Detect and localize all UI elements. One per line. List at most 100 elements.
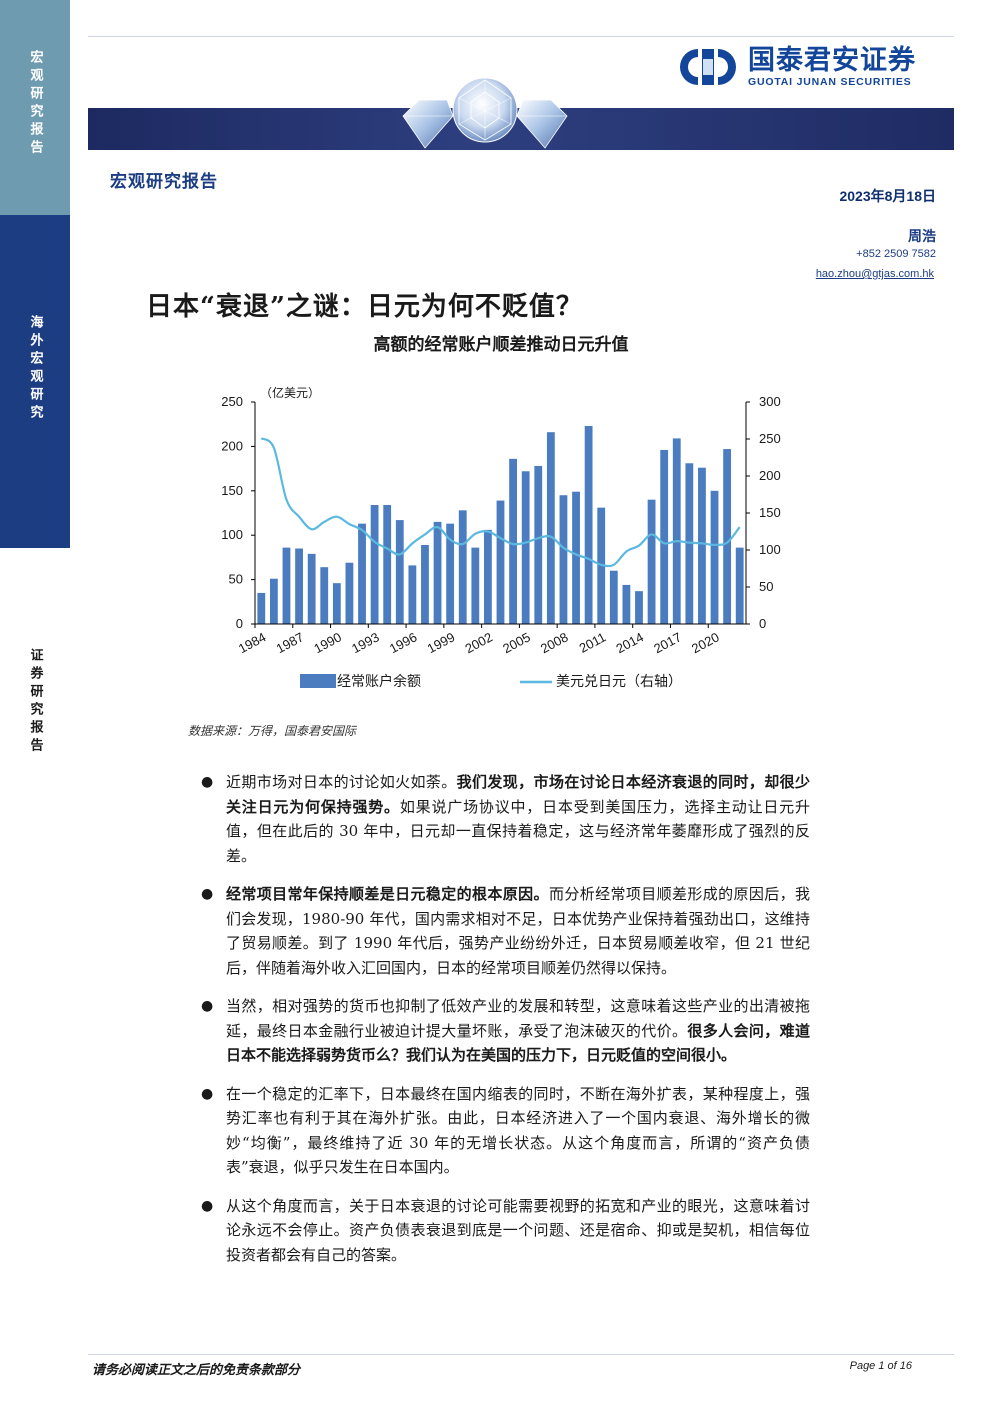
key-point-emphasis: 经常项目常年保持顺差是日元稳定的根本原因。 <box>226 885 549 903</box>
x-tick-label: 1984 <box>236 629 269 656</box>
bar-mark <box>433 521 442 624</box>
bullet-dot-icon: ● <box>201 1197 214 1214</box>
key-point-text: 而分析经常项目顺差形成的原因后，我们会发现，1980-90 年代，国内需求相对不… <box>226 885 810 977</box>
bar-mark <box>282 547 291 624</box>
bar-mark <box>647 499 656 624</box>
bar-mark <box>370 505 379 624</box>
bar-mark <box>383 505 392 624</box>
bar-mark <box>307 553 316 624</box>
bar-mark <box>320 567 329 624</box>
bar-mark <box>546 432 555 624</box>
author-name: 周浩 <box>908 229 936 245</box>
bar-mark <box>723 449 732 624</box>
right-tick-label: 250 <box>759 431 781 446</box>
chart-legend: 经常账户余额 美元兑日元（右轴） <box>300 673 682 690</box>
key-point-text: 当然，相对强势的货币也抑制了低效产业的发展和转型，这意味着这些产业的出清被拖延，… <box>226 997 810 1040</box>
right-tick-label: 200 <box>759 468 781 483</box>
current-account-chart: （亿美元） 0 50 100 150 200 250 0 50 100 150 200 250 300 1… <box>221 385 781 690</box>
right-tick-label: 300 <box>759 394 781 409</box>
x-tick-label: 1987 <box>274 629 307 656</box>
left-tick-label: 200 <box>221 438 243 453</box>
key-point-emphasis: 我们发现，市场在讨论日本经济衰退的同时，却很少关注日元为何保持强势。 <box>226 773 810 816</box>
left-tick-label: 100 <box>221 527 243 542</box>
logo-mark-icon <box>680 49 736 85</box>
legend-line-label: 美元兑日元（右轴） <box>556 674 682 690</box>
key-point: ● 当然，相对强势的货币也抑制了低效产业的发展和转型，这意味着这些产业的出清被拖延… <box>198 994 810 1068</box>
bar-mark <box>345 562 354 624</box>
line-series <box>260 437 741 568</box>
key-point-text: 如果说广场协议中，日本受到美国压力，选择主动让日元升值，但在此后的 30 年中，… <box>226 797 810 865</box>
side-tab-label: 海外宏观研究 <box>27 315 43 423</box>
bullet-dot-icon: ● <box>201 774 214 790</box>
bar-mark <box>609 570 618 624</box>
key-point-text: 从这个角度而言，关于日本衰退的讨论可能需要视野的拓宽和产业的眼光，这意味着讨论永… <box>226 1196 810 1264</box>
report-title: 日本“衰退”之谜：日元为何不贬值？ <box>146 292 583 322</box>
key-point: ● 近期市场对日本的讨论如火如荼。我们发现，市场在讨论日本经济衰退的同时，却很少关… <box>198 770 810 868</box>
bar-mark <box>735 547 744 624</box>
bullet-dot-icon: ● <box>201 886 214 902</box>
report-type: 宏观研究报告 <box>110 172 218 192</box>
key-points-list: ● 近期市场对日本的讨论如火如荼。我们发现，市场在讨论日本经济衰退的同时，却很少关… <box>198 770 810 1281</box>
bar-mark <box>521 471 530 624</box>
bar-mark <box>698 467 706 624</box>
bar-mark <box>534 465 543 624</box>
x-tick-label: 1993 <box>349 629 382 656</box>
chart-source-note: 数据来源：万得，国泰君安国际 <box>188 724 357 738</box>
x-tick-label: 2017 <box>651 629 684 656</box>
left-tick-label: 0 <box>236 616 243 631</box>
chart-unit-label: （亿美元） <box>260 385 320 400</box>
diamond-banner-image <box>402 77 568 149</box>
bar-mark <box>622 584 631 624</box>
bar-mark <box>710 490 719 624</box>
bar-mark <box>509 458 517 624</box>
legend-bar-swatch <box>300 674 336 688</box>
bar-mark <box>269 578 278 624</box>
bar-mark <box>484 529 492 624</box>
bullet-dot-icon: ● <box>201 1085 214 1102</box>
key-point: ● 在一个稳定的汇率下，日本最终在国内缩表的同时，不断在海外扩表，某种程度上，强势… <box>198 1082 810 1180</box>
bar-mark <box>408 565 417 624</box>
x-tick-label: 2020 <box>689 629 722 656</box>
x-tick-label: 1990 <box>311 629 344 656</box>
bar-mark <box>257 592 266 624</box>
bar-mark <box>458 510 467 624</box>
key-point: ● 经常项目常年保持顺差是日元稳定的根本原因。而分析经常项目顺差形成的原因后，我们… <box>198 882 810 980</box>
chart-title: 高额的经常账户顺差推动日元升值 <box>373 335 629 355</box>
logo-name-cn: 国泰君安证券 <box>748 45 916 76</box>
footer-disclaimer: 请务必阅读正文之后的免责条款部分 <box>92 1363 301 1378</box>
bar-mark <box>358 523 366 624</box>
x-tick-label: 1996 <box>387 629 420 656</box>
bar-mark <box>496 500 505 624</box>
bar-mark <box>635 591 643 624</box>
x-tick-label: 2008 <box>538 629 571 656</box>
x-tick-label: 2014 <box>614 629 647 656</box>
side-tab-overseas-macro: 海外宏观研究 <box>0 215 70 548</box>
bar-mark <box>295 548 303 624</box>
author-email-link[interactable]: hao.zhou@gtjas.com.hk <box>815 268 934 280</box>
bar-mark <box>584 425 593 624</box>
side-tab-label: 宏观研究报告 <box>27 50 43 158</box>
bar-mark <box>471 547 480 624</box>
side-tab-securities-research: 证券研究报告 <box>0 548 70 1403</box>
bar-mark <box>395 520 404 624</box>
bar-mark <box>660 449 669 624</box>
x-tick-label: 2011 <box>577 629 609 655</box>
bar-mark <box>572 491 580 624</box>
x-tick-label: 1999 <box>425 629 458 656</box>
footer-divider <box>88 1354 954 1355</box>
key-point-emphasis: 很多人会问，难道日本不能选择弱势货币么？我们认为在美国的压力下，日元贬值的空间很… <box>226 1021 810 1065</box>
key-point-text: 近期市场对日本的讨论如火如荼。 <box>226 773 457 791</box>
side-tab-label: 证券研究报告 <box>27 648 43 756</box>
report-date: 2023年8月18日 <box>839 188 936 204</box>
side-tab-macro-research: 宏观研究报告 <box>0 0 70 215</box>
author-phone: +852 2509 7582 <box>856 248 936 260</box>
key-point-text: 在一个稳定的汇率下，日本最终在国内缩表的同时，不断在海外扩表，某种程度上，强势汇… <box>226 1084 810 1177</box>
bullet-dot-icon: ● <box>201 998 214 1014</box>
bar-series <box>257 425 744 624</box>
bar-mark <box>446 523 455 624</box>
left-tick-label: 150 <box>221 483 243 498</box>
logo-name-en: GUOTAI JUNAN SECURITIES <box>748 76 912 88</box>
bar-mark <box>672 438 681 624</box>
x-tick-label: 2005 <box>500 629 533 656</box>
company-logo: 国泰君安证券 GUOTAI JUNAN SECURITIES <box>676 46 916 88</box>
